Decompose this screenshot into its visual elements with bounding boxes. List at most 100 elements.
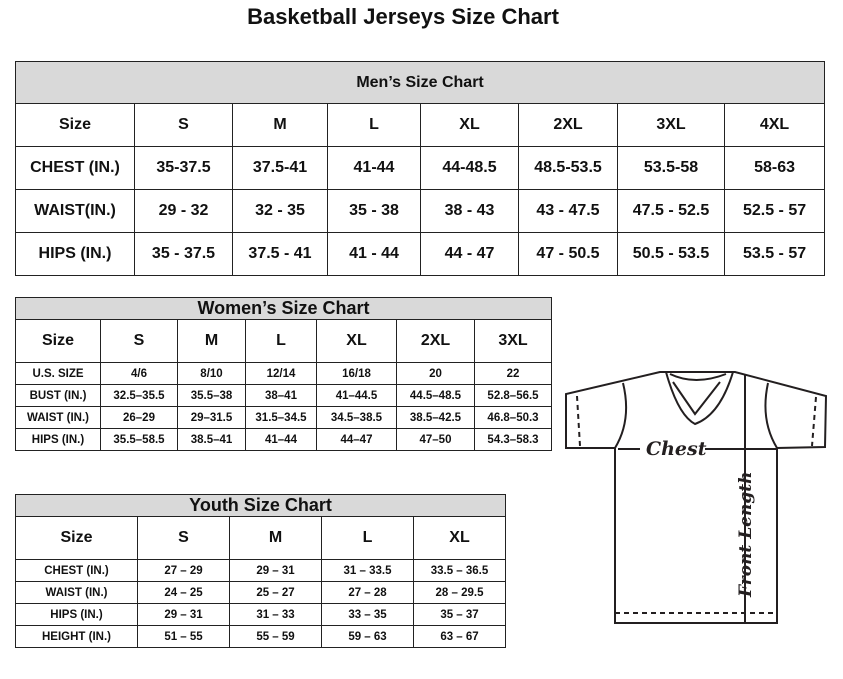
shirt-outline bbox=[565, 371, 828, 624]
row-label: WAIST(IN.) bbox=[15, 189, 135, 233]
table-cell: 52.5 - 57 bbox=[723, 189, 826, 233]
table-cell: 33.5 – 36.5 bbox=[412, 559, 507, 582]
table-cell: 37.5 - 41 bbox=[232, 232, 328, 276]
table-cell: 35.5–38 bbox=[177, 384, 246, 407]
table-cell: 35-37.5 bbox=[134, 146, 233, 190]
row-label: HEIGHT (IN.) bbox=[15, 625, 138, 648]
table-cell: 16/18 bbox=[316, 362, 397, 385]
table-cell: 24 – 25 bbox=[137, 581, 230, 604]
table-cell: 35 - 37.5 bbox=[134, 232, 233, 276]
row-label: WAIST (IN.) bbox=[15, 581, 138, 604]
column-header: XL bbox=[420, 103, 519, 147]
table-cell: 27 – 28 bbox=[321, 581, 414, 604]
table-cell: 20 bbox=[396, 362, 475, 385]
table-row: CHEST (IN.) 27 – 29 29 – 31 31 – 33.5 33.5 –… bbox=[15, 559, 507, 582]
table-cell: 53.5 - 57 bbox=[723, 232, 826, 276]
table-row: WAIST(IN.) 29 - 32 32 - 35 35 - 38 38 - 43 43… bbox=[15, 189, 826, 233]
column-header: 3XL bbox=[473, 319, 553, 363]
column-header: 3XL bbox=[617, 103, 725, 147]
women-title-row: Women’s Size Chart bbox=[14, 297, 553, 320]
women-header-row: Size S M L XL 2XL 3XL bbox=[15, 319, 553, 363]
table-cell: 59 – 63 bbox=[321, 625, 414, 648]
youth-title-row: Youth Size Chart bbox=[14, 494, 507, 517]
table-cell: 47–50 bbox=[396, 428, 475, 451]
table-cell: 38.5–41 bbox=[177, 428, 246, 451]
column-header: L bbox=[245, 319, 317, 363]
row-label: HIPS (IN.) bbox=[15, 428, 101, 451]
table-cell: 48.5-53.5 bbox=[518, 146, 618, 190]
column-header: M bbox=[229, 516, 322, 560]
column-header: M bbox=[177, 319, 246, 363]
column-header: M bbox=[232, 103, 328, 147]
row-label: U.S. SIZE bbox=[15, 362, 101, 385]
table-row: HIPS (IN.) 29 – 31 31 – 33 33 – 35 35 – 37 bbox=[15, 603, 507, 626]
table-cell: 55 – 59 bbox=[229, 625, 322, 648]
table-cell: 41–44.5 bbox=[316, 384, 397, 407]
youth-size-table: Youth Size Chart Size S M L XL CHEST (IN.) 27 –… bbox=[14, 494, 507, 648]
table-cell: 29 – 31 bbox=[137, 603, 230, 626]
table-cell: 22 bbox=[473, 362, 553, 385]
table-cell: 31 – 33 bbox=[229, 603, 322, 626]
table-cell: 47 - 50.5 bbox=[518, 232, 618, 276]
youth-header-row: Size S M L XL bbox=[15, 516, 507, 560]
column-header: XL bbox=[412, 516, 507, 560]
table-cell: 54.3–58.3 bbox=[473, 428, 553, 451]
table-cell: 47.5 - 52.5 bbox=[617, 189, 725, 233]
table-cell: 44–47 bbox=[316, 428, 397, 451]
row-label: CHEST (IN.) bbox=[15, 559, 138, 582]
collar bbox=[665, 371, 734, 426]
table-row: CHEST (IN.) 35-37.5 37.5-41 41-44 44-48.5 48.… bbox=[15, 146, 826, 190]
table-cell: 29–31.5 bbox=[177, 406, 246, 429]
row-label: CHEST (IN.) bbox=[15, 146, 135, 190]
column-header: 2XL bbox=[396, 319, 475, 363]
table-cell: 44-48.5 bbox=[420, 146, 519, 190]
table-cell: 34.5–38.5 bbox=[316, 406, 397, 429]
column-header: Size bbox=[15, 319, 101, 363]
mens-size-table: Men’s Size Chart Size S M L XL 2XL 3XL 4XL CHEST … bbox=[14, 61, 826, 276]
table-cell: 31.5–34.5 bbox=[245, 406, 317, 429]
table-cell: 63 – 67 bbox=[412, 625, 507, 648]
table-row: HIPS (IN.) 35 - 37.5 37.5 - 41 41 - 44 44 - … bbox=[15, 232, 826, 276]
table-cell: 12/14 bbox=[245, 362, 317, 385]
table-row: HEIGHT (IN.) 51 – 55 55 – 59 59 – 63 63 – 67 bbox=[15, 625, 507, 648]
table-cell: 53.5-58 bbox=[617, 146, 725, 190]
column-header: Size bbox=[15, 103, 135, 147]
row-label: HIPS (IN.) bbox=[15, 232, 135, 276]
table-row: WAIST (IN.) 24 – 25 25 – 27 27 – 28 28 – 29.… bbox=[15, 581, 507, 604]
column-header: 4XL bbox=[723, 103, 826, 147]
table-cell: 29 - 32 bbox=[134, 189, 233, 233]
table-cell: 41-44 bbox=[327, 146, 421, 190]
page-title: Basketball Jerseys Size Chart bbox=[247, 4, 559, 29]
table-cell: 50.5 - 53.5 bbox=[617, 232, 725, 276]
column-header: L bbox=[321, 516, 414, 560]
table-cell: 43 - 47.5 bbox=[518, 189, 618, 233]
table-cell: 37.5-41 bbox=[232, 146, 328, 190]
table-cell: 38–41 bbox=[245, 384, 317, 407]
table-cell: 52.8–56.5 bbox=[473, 384, 553, 407]
chest-label: Chest bbox=[646, 438, 707, 460]
table-row: WAIST (IN.) 26–29 29–31.5 31.5–34.5 34.5–38.… bbox=[15, 406, 553, 429]
table-cell: 27 – 29 bbox=[137, 559, 230, 582]
table-cell: 4/6 bbox=[100, 362, 178, 385]
row-label: HIPS (IN.) bbox=[15, 603, 138, 626]
table-cell: 35.5–58.5 bbox=[100, 428, 178, 451]
column-header: XL bbox=[316, 319, 397, 363]
table-row: HIPS (IN.) 35.5–58.5 38.5–41 41–44 44–47 47–5… bbox=[15, 428, 553, 451]
table-cell: 26–29 bbox=[100, 406, 178, 429]
table-row: BUST (IN.) 32.5–35.5 35.5–38 38–41 41–44.5 44… bbox=[15, 384, 553, 407]
men-header-row: Size S M L XL 2XL 3XL 4XL bbox=[15, 103, 826, 147]
table-cell: 35 – 37 bbox=[412, 603, 507, 626]
table-cell: 32 - 35 bbox=[232, 189, 328, 233]
youth-table-title: Youth Size Chart bbox=[14, 494, 507, 517]
table-cell: 44.5–48.5 bbox=[396, 384, 475, 407]
table-cell: 46.8–50.3 bbox=[473, 406, 553, 429]
column-header: L bbox=[327, 103, 421, 147]
table-cell: 29 – 31 bbox=[229, 559, 322, 582]
tshirt-diagram: Chest Front Length bbox=[565, 371, 828, 624]
column-header: S bbox=[137, 516, 230, 560]
men-title-row: Men’s Size Chart bbox=[14, 61, 826, 104]
column-header: Size bbox=[15, 516, 138, 560]
front-length-label: Front Length bbox=[736, 472, 756, 598]
table-cell: 51 – 55 bbox=[137, 625, 230, 648]
row-label: WAIST (IN.) bbox=[15, 406, 101, 429]
